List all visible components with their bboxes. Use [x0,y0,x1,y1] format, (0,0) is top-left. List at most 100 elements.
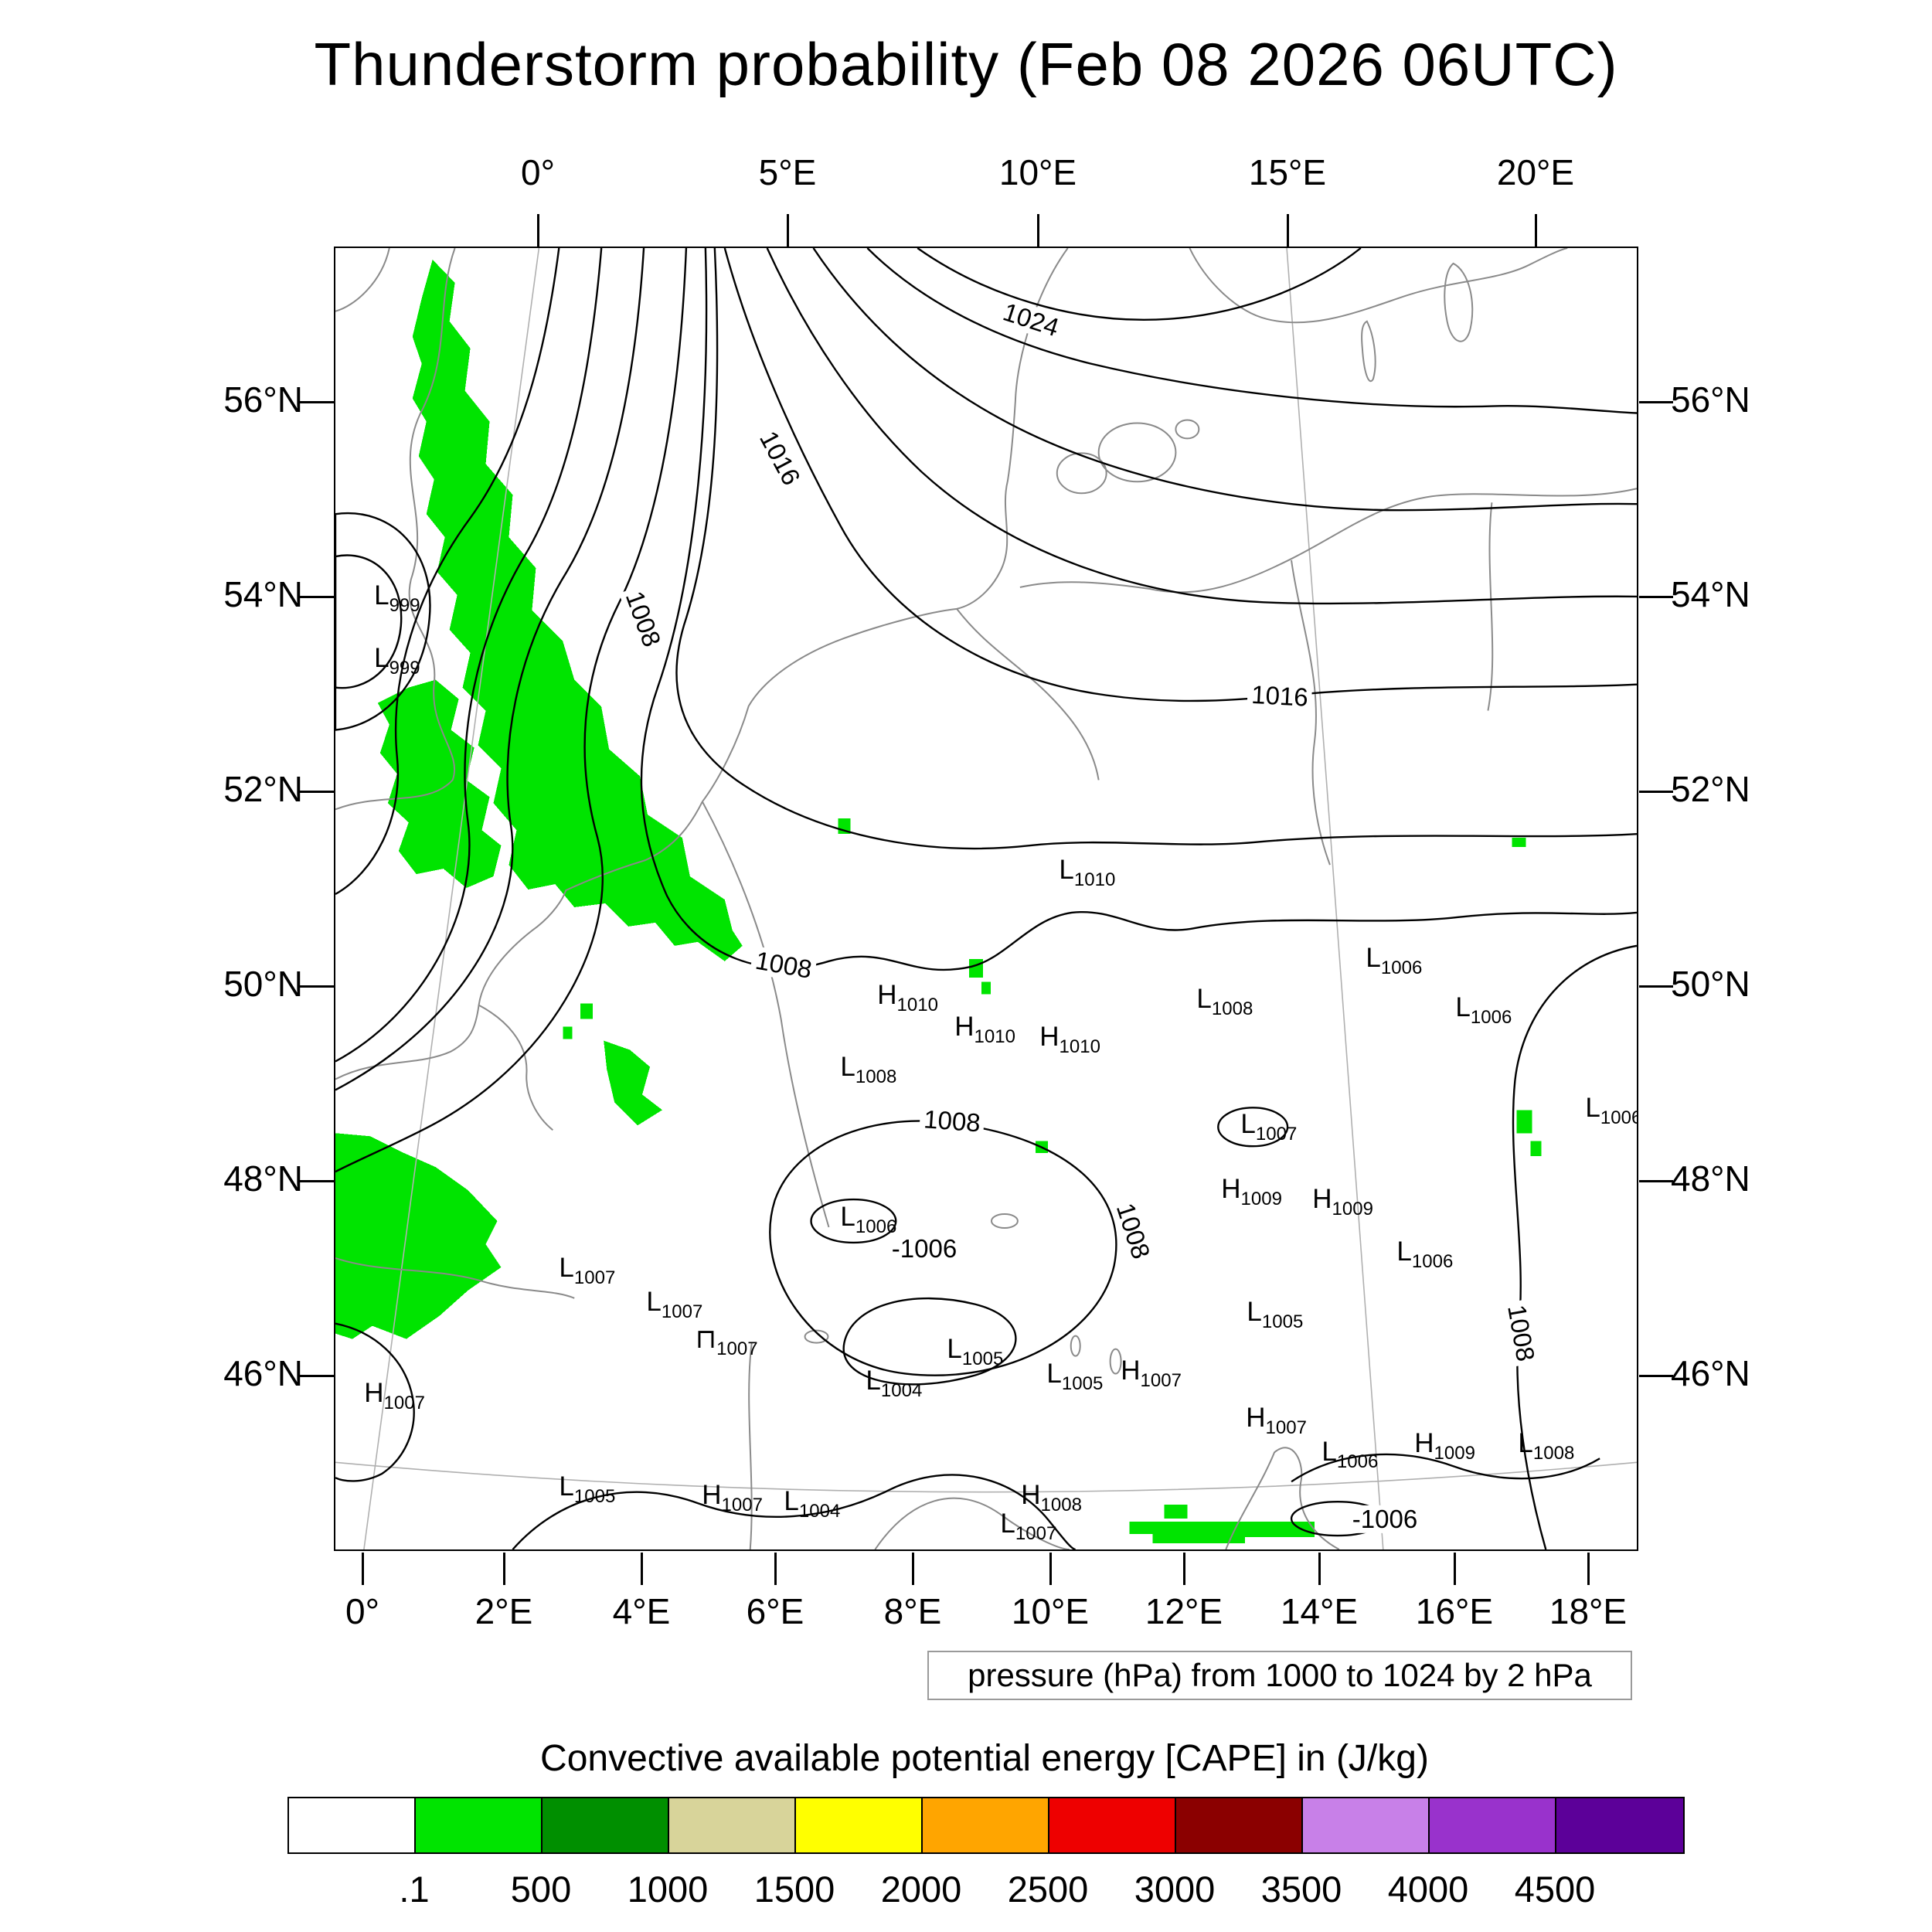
pressure-legend-text: pressure (hPa) from 1000 to 1024 by 2 hP… [968,1657,1592,1693]
axis-tick-left [300,1179,334,1182]
pressure-center-letter: H [1039,1021,1060,1052]
colorbar-tick-label: .1 [399,1869,430,1910]
axis-label-bottom: 4°E [612,1591,671,1631]
colorbar: .1 500 1000 1500 2000 2500 3000 3500 4000 4500 [287,1797,1685,1920]
colorbar-title: Convective available potential energy [C… [540,1738,1429,1779]
pressure-center-value: 1007 [383,1392,425,1413]
graticule-lines [335,248,1637,1549]
axis-tick-left [300,1374,334,1377]
pressure-center-high: H1009 [1414,1430,1475,1463]
pressure-center-letter: L [1240,1108,1256,1139]
colorbar-cells [287,1797,1685,1854]
axis-label-top: 20°E [1496,152,1575,192]
pressure-center-letter: L [947,1333,962,1364]
axis-tick-top [786,214,789,247]
axis-tick-right [1639,1374,1673,1377]
colorbar-tick-label: 4500 [1514,1869,1596,1910]
pressure-center-low: L1006 [1366,944,1422,978]
colorbar-tick-label: 1000 [627,1869,709,1910]
axis-tick-bottom [1182,1553,1185,1585]
colorbar-cell [1303,1798,1430,1852]
cape-shading [335,259,1542,1544]
pressure-center-letter: L [1585,1092,1600,1123]
pressure-center-value: 999 [389,657,420,679]
pressure-center-low: L999 [374,582,420,615]
colorbar-cell [796,1798,923,1852]
colorbar-tick-label: 2000 [880,1869,962,1910]
colorbar-cell [1556,1798,1683,1852]
axis-tick-bottom [361,1553,364,1585]
axis-label-bottom: 14°E [1280,1591,1359,1631]
pressure-center-letter: L [840,1051,855,1082]
pressure-center-value: 1005 [573,1485,616,1507]
axis-label-left: 54°N [223,574,303,614]
colorbar-tick-label: 3000 [1134,1869,1216,1910]
pressure-center-low: L1008 [840,1051,896,1087]
pressure-legend-box: pressure (hPa) from 1000 to 1024 by 2 hP… [927,1651,1632,1700]
pressure-center-low: L1008 [1196,985,1253,1019]
coastlines [335,248,1637,1549]
pressure-center-high: H1010 [1039,1021,1100,1056]
pressure-center-value: 1008 [855,1066,897,1087]
colorbar-tick-label: 2500 [1007,1869,1089,1910]
axis-tick-left [300,790,334,793]
axis-label-top: 5°E [758,152,817,192]
pressure-center-high: H1007 [364,1377,425,1413]
pressure-center-value: 1008 [1532,1442,1575,1464]
colorbar-cell [543,1798,669,1852]
pressure-center-value: 1007 [1255,1123,1298,1145]
axis-tick-left [300,400,334,403]
axis-label-left: 46°N [223,1353,303,1393]
axis-label-right: 46°N [1671,1353,1750,1393]
pressure-center-value: 1006 [855,1216,897,1237]
axis-label-left: 50°N [223,964,303,1004]
axis-tick-right [1639,400,1673,403]
axis-tick-left [300,985,334,988]
pressure-center-letter: L [559,1252,574,1283]
pressure-center-low: L1004 [784,1488,840,1521]
page-title: Thunderstorm probability (Feb 08 2026 06… [314,30,1618,98]
axis-label-bottom: 10°E [1011,1591,1090,1631]
pressure-center-low: L1004 [866,1367,922,1400]
pressure-center-value: 1009 [1240,1188,1282,1209]
map-plot-area: L999 L999 L1010 L1006 L1008 L1006 H1010 H1010 H1… [334,247,1638,1551]
pressure-center-low: L1005 [1046,1360,1103,1393]
axis-label-bottom: 12°E [1145,1591,1223,1631]
pressure-center-letter: L [1059,854,1074,885]
pressure-center-letter: H [1121,1355,1141,1386]
pressure-center-letter: H [364,1377,384,1408]
pressure-center-high: H1008 [1021,1481,1082,1515]
pressure-center-value: 999 [389,594,420,616]
pressure-center-value: 1007 [573,1267,616,1288]
pressure-center-letter: H [1312,1183,1332,1214]
isobar-contours [335,248,1637,1549]
pressure-center-value: 1007 [721,1494,763,1515]
pressure-center-letter: L [840,1201,855,1232]
pressure-center-high: H1010 [877,981,938,1015]
pressure-center-value: 1009 [1332,1198,1373,1219]
axis-tick-bottom [1453,1553,1456,1585]
pressure-center-low: L1005 [559,1473,615,1506]
pressure-center-low: L1006 [840,1201,896,1236]
pressure-center-value: 1006 [1411,1250,1454,1272]
axis-label-bottom: 8°E [883,1591,942,1631]
isobar-value-label: -1006 [1348,1505,1422,1534]
pressure-center-low: L1010 [1059,854,1115,889]
pressure-center-letter: L [374,642,389,673]
colorbar-cell [1049,1798,1176,1852]
pressure-center-low: L1006 [1396,1238,1453,1271]
axis-tick-bottom [911,1553,914,1585]
colorbar-tick-label: 500 [510,1869,572,1910]
axis-tick-top [536,214,539,247]
axis-tick-bottom [1049,1553,1052,1585]
pressure-center-value: 1009 [1434,1442,1475,1464]
pressure-center-low: L1006 [1455,994,1512,1027]
axis-tick-bottom [774,1553,777,1585]
pressure-center-value: 1010 [896,994,938,1015]
axis-label-left: 52°N [223,769,303,809]
axis-label-bottom: 16°E [1415,1591,1494,1631]
pressure-center-value: 1006 [1336,1451,1379,1472]
axis-tick-right [1639,985,1673,988]
pressure-center-letter: L [1000,1508,1015,1539]
axis-tick-bottom [502,1553,505,1585]
